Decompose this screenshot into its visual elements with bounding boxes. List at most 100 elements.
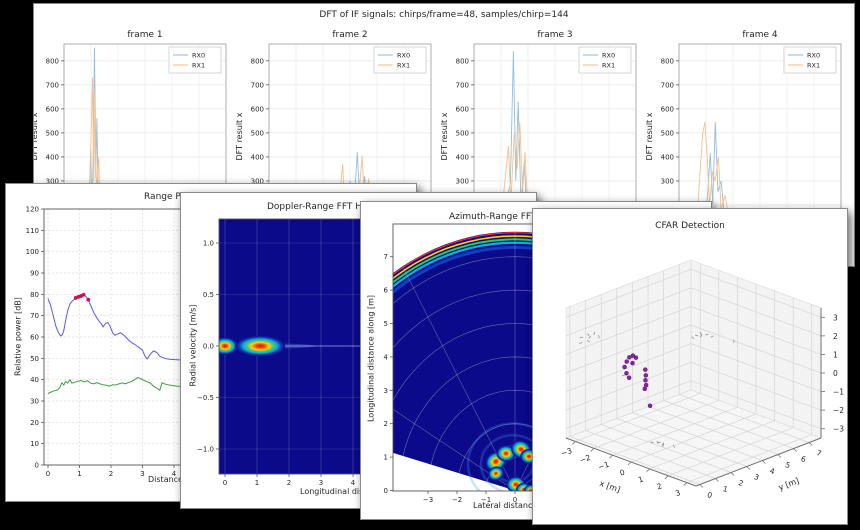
svg-text:RX0: RX0 [192, 52, 205, 60]
svg-text:2: 2 [384, 420, 388, 428]
svg-text:frame 2: frame 2 [332, 30, 367, 40]
svg-text:800: 800 [456, 57, 469, 65]
svg-text:800: 800 [46, 57, 59, 65]
svg-text:0: 0 [384, 487, 388, 495]
svg-text:4: 4 [384, 353, 389, 361]
svg-text:0: 0 [619, 468, 627, 478]
svg-text:1: 1 [77, 470, 81, 478]
svg-text:−3: −3 [423, 496, 433, 504]
svg-text:100: 100 [26, 248, 39, 256]
svg-text:4: 4 [351, 479, 356, 487]
svg-text:DFT result x: DFT result x [34, 112, 39, 160]
svg-text:40: 40 [30, 376, 39, 384]
svg-text:800: 800 [251, 57, 264, 65]
svg-text:500: 500 [456, 129, 469, 137]
svg-text:0: 0 [833, 369, 838, 378]
svg-text:1: 1 [637, 474, 645, 484]
svg-text:−2: −2 [452, 496, 462, 504]
azimuth-xlabel: Lateral distance [m] [473, 501, 554, 510]
svg-text:3: 3 [140, 470, 144, 478]
svg-text:7: 7 [815, 448, 823, 458]
svg-text:300: 300 [251, 177, 264, 185]
svg-text:400: 400 [456, 153, 469, 161]
svg-text:2: 2 [833, 332, 838, 341]
svg-text:3: 3 [674, 488, 682, 498]
svg-text:6: 6 [384, 287, 389, 295]
svg-text:DFT result x: DFT result x [645, 112, 654, 160]
svg-text:400: 400 [46, 153, 59, 161]
svg-text:−1: −1 [481, 496, 491, 504]
svg-text:300: 300 [661, 177, 674, 185]
svg-text:0: 0 [706, 490, 714, 500]
svg-text:600: 600 [46, 105, 59, 113]
svg-text:400: 400 [251, 153, 264, 161]
svg-text:6: 6 [800, 454, 808, 464]
svg-text:0.5: 0.5 [203, 291, 214, 299]
doppler-title: Doppler-Range FFT Heatmap [267, 202, 397, 212]
svg-text:700: 700 [661, 81, 674, 89]
svg-text:2: 2 [737, 478, 745, 488]
svg-text:20: 20 [30, 419, 39, 427]
svg-text:5: 5 [384, 320, 388, 328]
svg-text:RX1: RX1 [807, 62, 820, 70]
svg-text:1: 1 [833, 350, 838, 359]
svg-text:800: 800 [661, 57, 674, 65]
svg-text:−3: −3 [833, 425, 844, 434]
svg-text:2: 2 [656, 481, 664, 491]
svg-text:1: 1 [384, 454, 388, 462]
svg-text:500: 500 [661, 129, 674, 137]
cfar-title: CFAR Detection [655, 221, 725, 231]
svg-text:−1: −1 [597, 460, 611, 472]
svg-text:600: 600 [456, 105, 469, 113]
svg-text:DFT result x: DFT result x [440, 112, 449, 160]
svg-text:500: 500 [251, 129, 264, 137]
svg-text:110: 110 [26, 227, 39, 235]
svg-text:1.0: 1.0 [203, 240, 214, 248]
azimuth-title: Azimuth-Range FFT Heatmap [449, 212, 581, 222]
svg-text:30: 30 [30, 398, 39, 406]
svg-text:700: 700 [46, 81, 59, 89]
svg-text:120: 120 [26, 206, 39, 214]
svg-text:300: 300 [456, 177, 469, 185]
svg-text:RX1: RX1 [397, 62, 410, 70]
svg-text:frame 3: frame 3 [537, 30, 572, 40]
svg-text:−3: −3 [560, 446, 574, 458]
svg-text:−2: −2 [833, 406, 844, 415]
svg-text:80: 80 [30, 291, 39, 299]
svg-text:RX1: RX1 [192, 62, 205, 70]
range-xlabel: Distance [m] [148, 475, 200, 484]
range-title: Range Profile [144, 192, 204, 202]
svg-text:4: 4 [769, 466, 777, 476]
svg-text:−1: −1 [833, 388, 844, 397]
svg-text:700: 700 [251, 81, 264, 89]
svg-text:3: 3 [384, 387, 388, 395]
svg-text:−0.5: −0.5 [197, 394, 214, 402]
svg-text:1: 1 [722, 484, 730, 494]
svg-text:0: 0 [35, 462, 39, 470]
svg-text:RX0: RX0 [807, 52, 820, 60]
svg-text:600: 600 [661, 105, 674, 113]
dft-figure-title: DFT of IF signals: chirps/frame=48, samp… [319, 10, 569, 20]
range-ylabel: Relative power [dB] [13, 297, 23, 376]
svg-text:0: 0 [46, 470, 50, 478]
svg-text:600: 600 [251, 105, 264, 113]
doppler-ylabel: Radial velocity [m/s] [188, 304, 198, 387]
svg-text:5: 5 [784, 460, 792, 470]
svg-text:300: 300 [46, 177, 59, 185]
svg-text:−2: −2 [578, 453, 592, 465]
svg-text:−1.0: −1.0 [197, 446, 214, 454]
azimuth-ylabel: Longitudinal distance along [m] [366, 295, 376, 423]
svg-text:700: 700 [456, 81, 469, 89]
svg-text:4: 4 [172, 470, 177, 478]
svg-text:3: 3 [753, 472, 761, 482]
svg-text:frame 1: frame 1 [127, 30, 162, 40]
svg-text:1: 1 [255, 479, 259, 487]
doppler-xlabel: Longitudinal distance [m] [300, 487, 403, 496]
svg-text:0: 0 [223, 479, 227, 487]
svg-text:2: 2 [287, 479, 291, 487]
svg-text:50: 50 [30, 355, 39, 363]
window-cfar-detection[interactable]: −3 −2 −1 0 1 2 3 0 1 2 3 4 5 6 7 3 2 1 0 −1 −2 −3 x [m] y [m] C… [532, 208, 848, 525]
svg-text:frame 4: frame 4 [742, 30, 778, 40]
